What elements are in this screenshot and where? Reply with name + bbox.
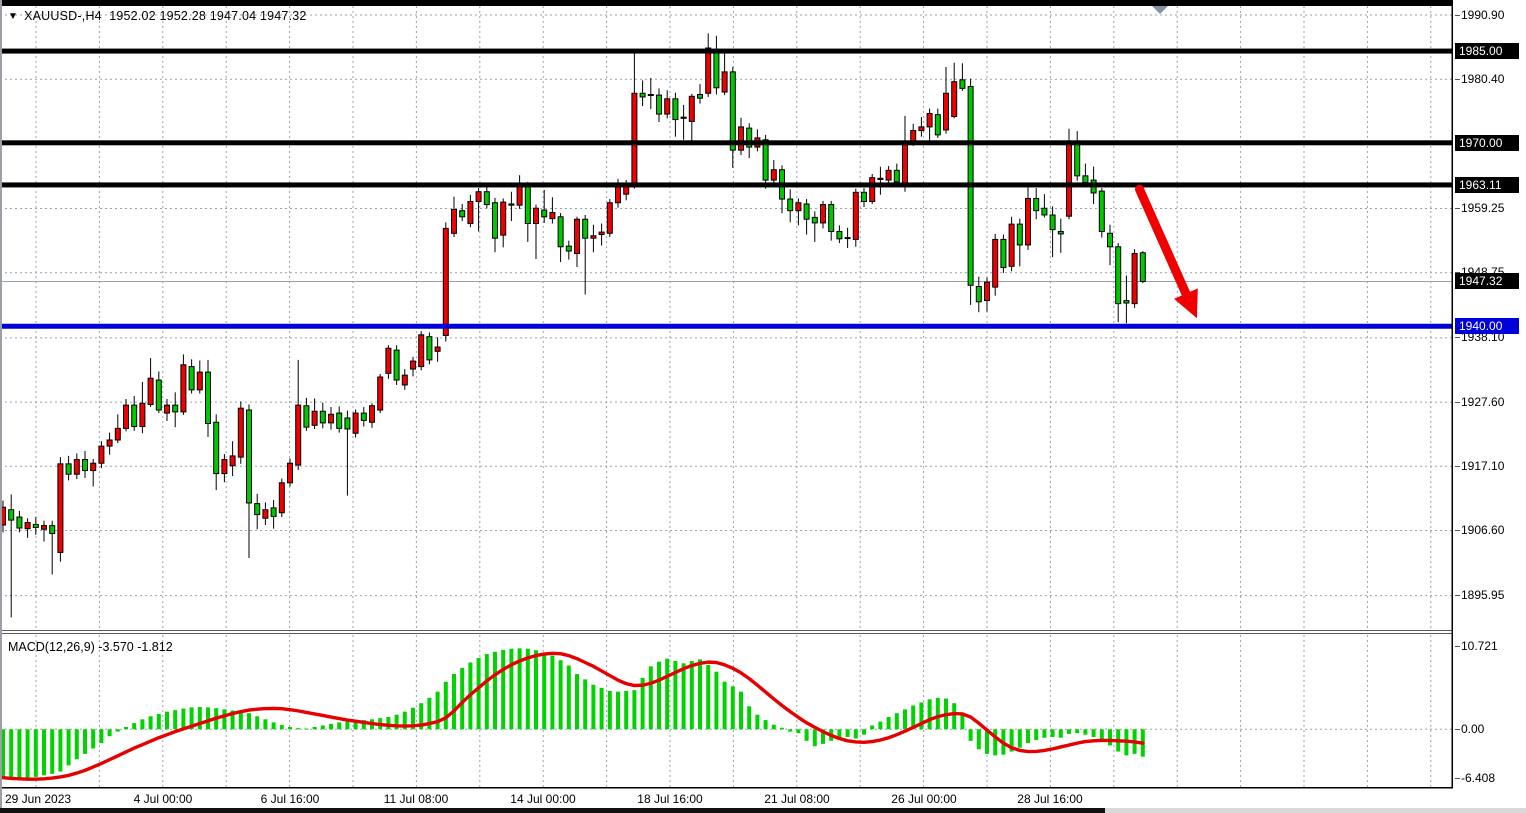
price-tick-label: 1959.25 xyxy=(1461,201,1505,216)
current-price-badge: 1947.32 xyxy=(1455,273,1519,290)
date-label: 21 Jul 08:00 xyxy=(764,792,830,806)
hline-1940.00[interactable] xyxy=(0,323,1452,329)
chart-ohlc-header: ▼ XAUUSD-,H4 1952.02 1952.28 1947.04 1947… xyxy=(8,9,307,23)
hline-1963.11[interactable] xyxy=(0,182,1452,188)
price-tick-mark xyxy=(1455,14,1460,16)
price-tick-mark xyxy=(1455,465,1460,467)
price-tick-mark xyxy=(1455,595,1460,597)
price-chart-canvas[interactable]: ▼ XAUUSD-,H4 1952.02 1952.28 1947.04 1947… xyxy=(0,0,1453,790)
price-tick-mark xyxy=(1455,78,1460,80)
macd-indicator-label: MACD(12,26,9) -3.570 -1.812 xyxy=(8,640,173,654)
price-tick-label: 1927.60 xyxy=(1461,394,1505,409)
price-level-badge: 1963.11 xyxy=(1455,176,1519,193)
price-tick-label: 1906.60 xyxy=(1461,522,1505,537)
macd-tick-label: 0.00 xyxy=(1461,721,1485,736)
hline-1970.00[interactable] xyxy=(0,140,1452,146)
date-label: 29 Jun 2023 xyxy=(5,792,72,806)
price-tick-mark xyxy=(1455,208,1460,210)
chart-shift-marker-icon xyxy=(1152,6,1168,14)
date-label: 18 Jul 16:00 xyxy=(637,792,703,806)
price-tick-mark xyxy=(1455,337,1460,339)
price-tick-mark xyxy=(1455,401,1460,403)
macd-tick-mark xyxy=(1455,777,1460,779)
price-tick-label: 1895.95 xyxy=(1461,588,1505,603)
macd-indicator-pane[interactable] xyxy=(0,634,1453,787)
scrollbar-thumb[interactable] xyxy=(0,808,1105,813)
date-label: 4 Jul 00:00 xyxy=(133,792,193,806)
chart-symbol-period: XAUUSD-,H4 xyxy=(24,9,102,23)
symbol-marker-icon: ▼ xyxy=(8,11,19,22)
price-level-badge: 1985.00 xyxy=(1455,43,1519,60)
time-axis[interactable]: 29 Jun 2023 4 Jul 00:00 6 Jul 16:00 11 Jul … xyxy=(0,790,1526,808)
window-left-border xyxy=(0,0,2,808)
trend-arrow-annotation[interactable] xyxy=(1135,184,1198,319)
price-tick-label: 1990.90 xyxy=(1461,7,1505,22)
price-tick-mark xyxy=(1455,529,1460,531)
macd-histogram xyxy=(1,648,1145,779)
macd-tick-mark xyxy=(1455,646,1460,648)
price-axis[interactable]: 1990.90 1980.40 1959.25 1948.75 1938.10 1927.… xyxy=(1455,0,1526,790)
macd-tick-label: -6.408 xyxy=(1461,770,1496,785)
hline-1985.00[interactable] xyxy=(0,48,1452,54)
macd-signal-line xyxy=(1,651,1145,781)
date-label: 11 Jul 08:00 xyxy=(383,792,449,806)
macd-tick-label: 10.721 xyxy=(1461,639,1498,654)
main-price-pane[interactable] xyxy=(0,6,1453,630)
price-tick-label: 1980.40 xyxy=(1461,71,1505,86)
price-level-badge: 1970.00 xyxy=(1455,134,1519,151)
price-level-badge: 1940.00 xyxy=(1455,318,1519,335)
chart-ohlc-values: 1952.02 1952.28 1947.04 1947.32 xyxy=(109,9,307,23)
horizontal-scrollbar[interactable] xyxy=(0,808,1526,813)
date-label: 28 Jul 16:00 xyxy=(1017,792,1083,806)
date-label: 26 Jul 00:00 xyxy=(891,792,957,806)
price-tick-mark xyxy=(1455,272,1460,274)
macd-tick-mark xyxy=(1455,728,1460,730)
date-label: 6 Jul 16:00 xyxy=(260,792,320,806)
candlesticks xyxy=(0,33,1146,618)
date-label: 14 Jul 00:00 xyxy=(510,792,576,806)
price-tick-label: 1917.10 xyxy=(1461,458,1505,473)
chart-svg xyxy=(0,0,1453,789)
